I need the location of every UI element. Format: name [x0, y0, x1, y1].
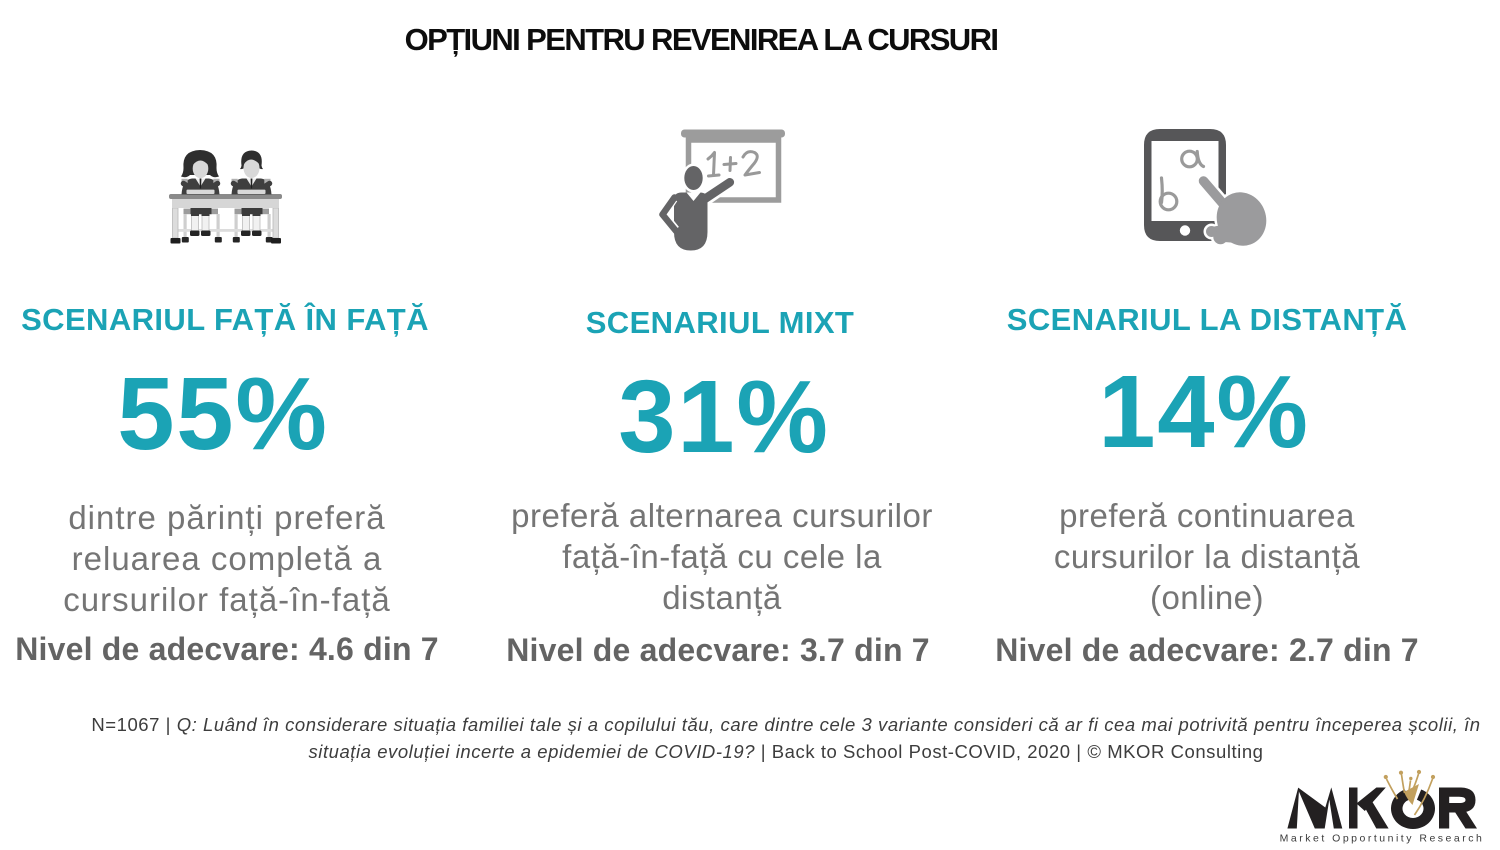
svg-text:Market Opportunity Research: Market Opportunity Research: [1280, 833, 1484, 845]
